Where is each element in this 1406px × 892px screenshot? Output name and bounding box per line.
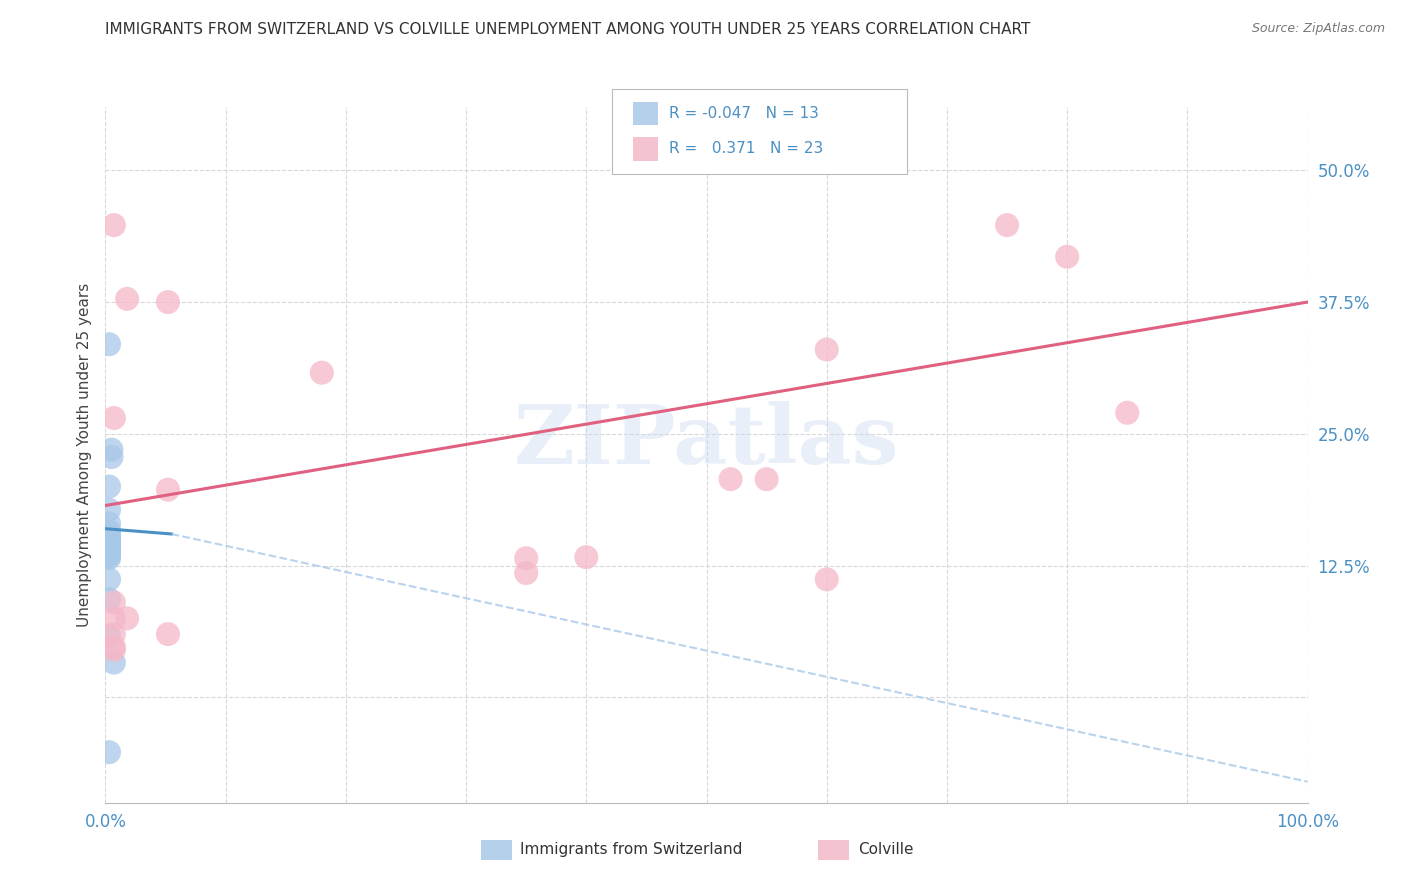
Point: [98, 534, 121, 549]
Point: [98, 542, 121, 557]
Text: IMMIGRANTS FROM SWITZERLAND VS COLVILLE UNEMPLOYMENT AMONG YOUTH UNDER 25 YEARS : IMMIGRANTS FROM SWITZERLAND VS COLVILLE …: [105, 22, 1031, 37]
Point: [98, 547, 121, 561]
Point: [103, 656, 125, 670]
Point: [815, 343, 838, 357]
Point: [98, 337, 121, 351]
Point: [98, 527, 121, 541]
Point: [98, 572, 121, 586]
Point: [103, 643, 125, 657]
Point: [98, 530, 121, 544]
Point: [156, 627, 179, 641]
Point: [156, 295, 179, 310]
Y-axis label: Unemployment Among Youth under 25 years: Unemployment Among Youth under 25 years: [76, 283, 91, 627]
Point: [115, 611, 138, 625]
Text: 100.0%: 100.0%: [1277, 814, 1339, 831]
Point: [995, 218, 1018, 232]
Text: R = -0.047   N = 13: R = -0.047 N = 13: [669, 106, 820, 120]
Point: [515, 551, 537, 566]
Point: [1056, 250, 1078, 264]
Text: Colville: Colville: [858, 842, 912, 856]
Point: [115, 292, 138, 306]
Text: ZIPatlas: ZIPatlas: [513, 401, 900, 481]
Point: [98, 541, 121, 555]
Point: [98, 545, 121, 559]
Point: [100, 442, 122, 457]
Point: [98, 479, 121, 493]
Point: [103, 611, 125, 625]
Point: [103, 595, 125, 609]
Point: [755, 472, 778, 486]
Point: [311, 366, 333, 380]
Point: [1116, 406, 1139, 420]
Point: [98, 551, 121, 566]
Point: [98, 592, 121, 607]
Point: [100, 450, 122, 464]
Point: [815, 572, 838, 586]
Text: Source: ZipAtlas.com: Source: ZipAtlas.com: [1251, 22, 1385, 36]
Point: [98, 549, 121, 563]
Point: [103, 218, 125, 232]
Point: [156, 483, 179, 497]
Point: [575, 550, 598, 565]
Point: [98, 745, 121, 759]
Point: [103, 627, 125, 641]
Point: [103, 411, 125, 425]
Text: Immigrants from Switzerland: Immigrants from Switzerland: [520, 842, 742, 856]
Point: [98, 539, 121, 553]
Text: 0.0%: 0.0%: [84, 814, 127, 831]
Point: [720, 472, 742, 486]
Point: [98, 533, 121, 547]
Point: [98, 502, 121, 516]
Point: [98, 629, 121, 643]
Point: [515, 566, 537, 580]
Point: [98, 524, 121, 538]
Point: [98, 536, 121, 550]
Point: [98, 516, 121, 531]
Text: R =   0.371   N = 23: R = 0.371 N = 23: [669, 142, 824, 156]
Point: [103, 640, 125, 654]
